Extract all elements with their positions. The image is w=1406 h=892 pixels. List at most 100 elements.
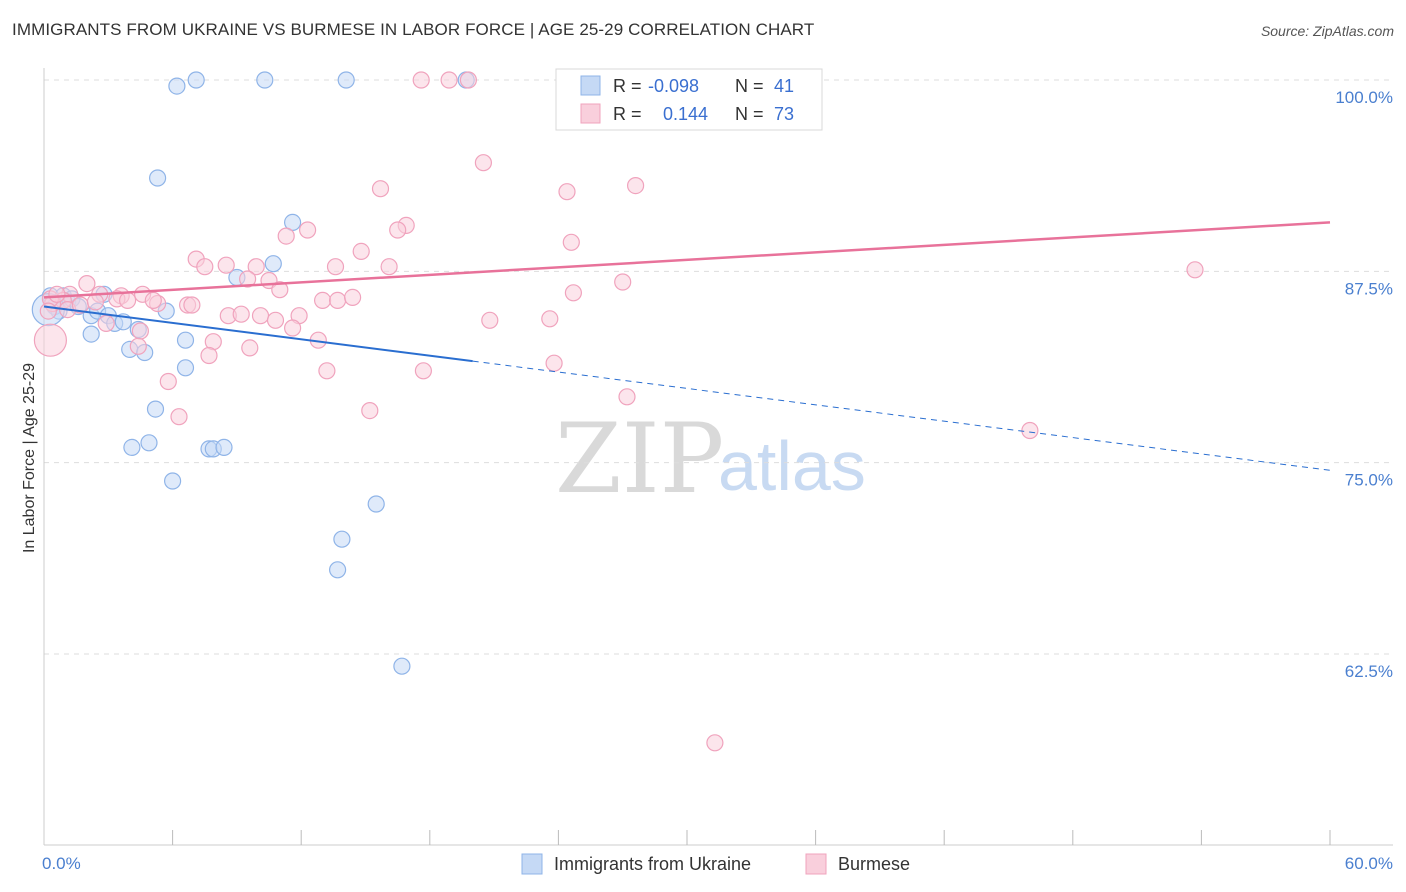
ukraine-trend-solid	[43, 305, 473, 363]
ukraine-point	[164, 472, 182, 490]
burmese-point	[1186, 261, 1204, 279]
burmese-point	[558, 183, 576, 201]
burmese-trend	[43, 221, 1331, 299]
burmese-point	[159, 372, 177, 391]
ukraine-point	[123, 438, 141, 456]
burmese-point	[247, 258, 265, 276]
burmese-point	[562, 233, 580, 251]
burmese-point	[97, 314, 115, 332]
burmese-point	[1021, 421, 1039, 440]
burmese-point	[318, 362, 336, 380]
burmese-point	[232, 305, 250, 323]
burmese-point	[626, 177, 645, 195]
watermark-zip: ZIP	[555, 403, 724, 515]
burmese-point	[277, 227, 295, 245]
legend-r-label-burmese: R =	[613, 104, 642, 124]
ukraine-point	[176, 331, 195, 349]
legend-r-label-ukraine: R =	[613, 76, 642, 96]
legend-n-value-ukraine: 41	[774, 76, 794, 96]
scatter-points	[31, 71, 1204, 752]
burmese-point	[329, 291, 347, 309]
legend-n-value-burmese: 73	[774, 104, 794, 124]
burmese-point	[614, 273, 632, 291]
legend-swatch-burmese	[580, 103, 601, 124]
axes	[43, 68, 1393, 846]
ukraine-point	[168, 77, 186, 95]
series-legend: Immigrants from Ukraine Burmese	[521, 853, 910, 875]
x-tick-labels: 0.0% 60.0%	[42, 854, 1393, 873]
burmese-point	[314, 291, 332, 309]
burmese-point	[326, 258, 345, 276]
legend-swatch-ukraine	[580, 75, 601, 96]
stats-legend: R = -0.098 N = 41 R = 0.144 N = 73	[555, 68, 823, 131]
burmese-point	[284, 319, 302, 337]
burmese-point	[118, 291, 137, 309]
burmese-point	[86, 293, 105, 311]
bottom-legend-swatch-ukraine	[521, 853, 543, 875]
ukraine-point	[256, 71, 274, 89]
source-label: Source: ZipAtlas.com	[1260, 23, 1394, 39]
burmese-point	[144, 291, 162, 309]
trend-lines	[43, 221, 1331, 471]
burmese-point	[217, 256, 235, 274]
gridlines	[44, 79, 1393, 655]
y-tick-label: 87.5%	[1345, 279, 1393, 298]
x-tick-label: 0.0%	[42, 854, 81, 873]
burmese-point	[251, 307, 270, 325]
burmese-point	[78, 275, 96, 293]
bottom-legend-label-burmese: Burmese	[838, 854, 910, 874]
burmese-point	[361, 402, 379, 420]
x-tick-marks	[172, 830, 1331, 845]
ukraine-point	[82, 325, 100, 343]
ukraine-point	[337, 71, 355, 89]
burmese-point	[474, 154, 492, 172]
burmese-point	[39, 302, 57, 320]
ukraine-trend-dashed	[472, 360, 1331, 471]
ukraine-point	[393, 657, 411, 675]
watermark-atlas: atlas	[718, 427, 866, 505]
ukraine-point	[146, 400, 165, 418]
burmese-point	[380, 258, 398, 276]
burmese-point	[266, 311, 285, 329]
ukraine-point	[187, 71, 205, 89]
burmese-point	[352, 242, 370, 260]
burmese-point	[200, 346, 218, 365]
burmese-point	[299, 221, 317, 239]
burmese-point	[440, 71, 458, 89]
burmese-point	[344, 288, 362, 306]
ukraine-point	[367, 495, 385, 513]
ukraine-point	[333, 530, 351, 548]
burmese-point	[371, 180, 390, 198]
ukraine-point	[140, 434, 158, 452]
burmese-point	[196, 258, 214, 276]
legend-r-value-burmese: 0.144	[663, 104, 708, 124]
legend-n-label-ukraine: N =	[735, 76, 764, 96]
ukraine-point	[149, 169, 167, 187]
y-tick-label: 100.0%	[1335, 88, 1393, 107]
burmese-point	[412, 71, 430, 89]
burmese-point	[131, 322, 149, 340]
ukraine-point	[264, 255, 282, 273]
burmese-point	[481, 311, 499, 329]
burmese-point	[33, 323, 68, 357]
x-tick-label: 60.0%	[1345, 854, 1393, 873]
bottom-legend-swatch-burmese	[805, 853, 827, 875]
ukraine-point	[176, 359, 195, 377]
burmese-point	[541, 310, 559, 328]
burmese-point	[129, 337, 147, 355]
burmese-point	[271, 281, 289, 299]
ukraine-point	[329, 561, 347, 579]
y-tick-labels: 100.0% 87.5% 75.0% 62.5%	[1335, 88, 1393, 681]
burmese-point	[170, 408, 188, 426]
burmese-point	[706, 734, 724, 752]
burmese-point	[545, 354, 563, 372]
burmese-point	[414, 362, 432, 380]
y-axis-label: In Labor Force | Age 25-29	[21, 363, 38, 553]
burmese-point	[239, 270, 257, 288]
burmese-point	[48, 285, 66, 303]
chart-title: IMMIGRANTS FROM UKRAINE VS BURMESE IN LA…	[12, 20, 815, 39]
burmese-point	[389, 221, 407, 239]
legend-r-value-ukraine: -0.098	[648, 76, 699, 96]
legend-n-label-burmese: N =	[735, 104, 764, 124]
burmese-point	[183, 296, 201, 314]
